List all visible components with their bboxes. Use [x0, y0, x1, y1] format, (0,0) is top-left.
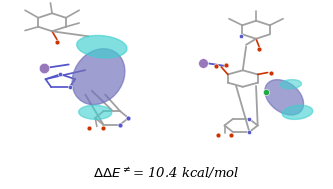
Ellipse shape — [280, 80, 301, 89]
Text: $\Delta\Delta E^{\neq}$= 10.4 kcal/mol: $\Delta\Delta E^{\neq}$= 10.4 kcal/mol — [93, 165, 240, 181]
Ellipse shape — [265, 80, 304, 115]
Ellipse shape — [282, 105, 313, 119]
Ellipse shape — [77, 36, 127, 58]
Ellipse shape — [79, 105, 112, 119]
Ellipse shape — [72, 49, 125, 105]
